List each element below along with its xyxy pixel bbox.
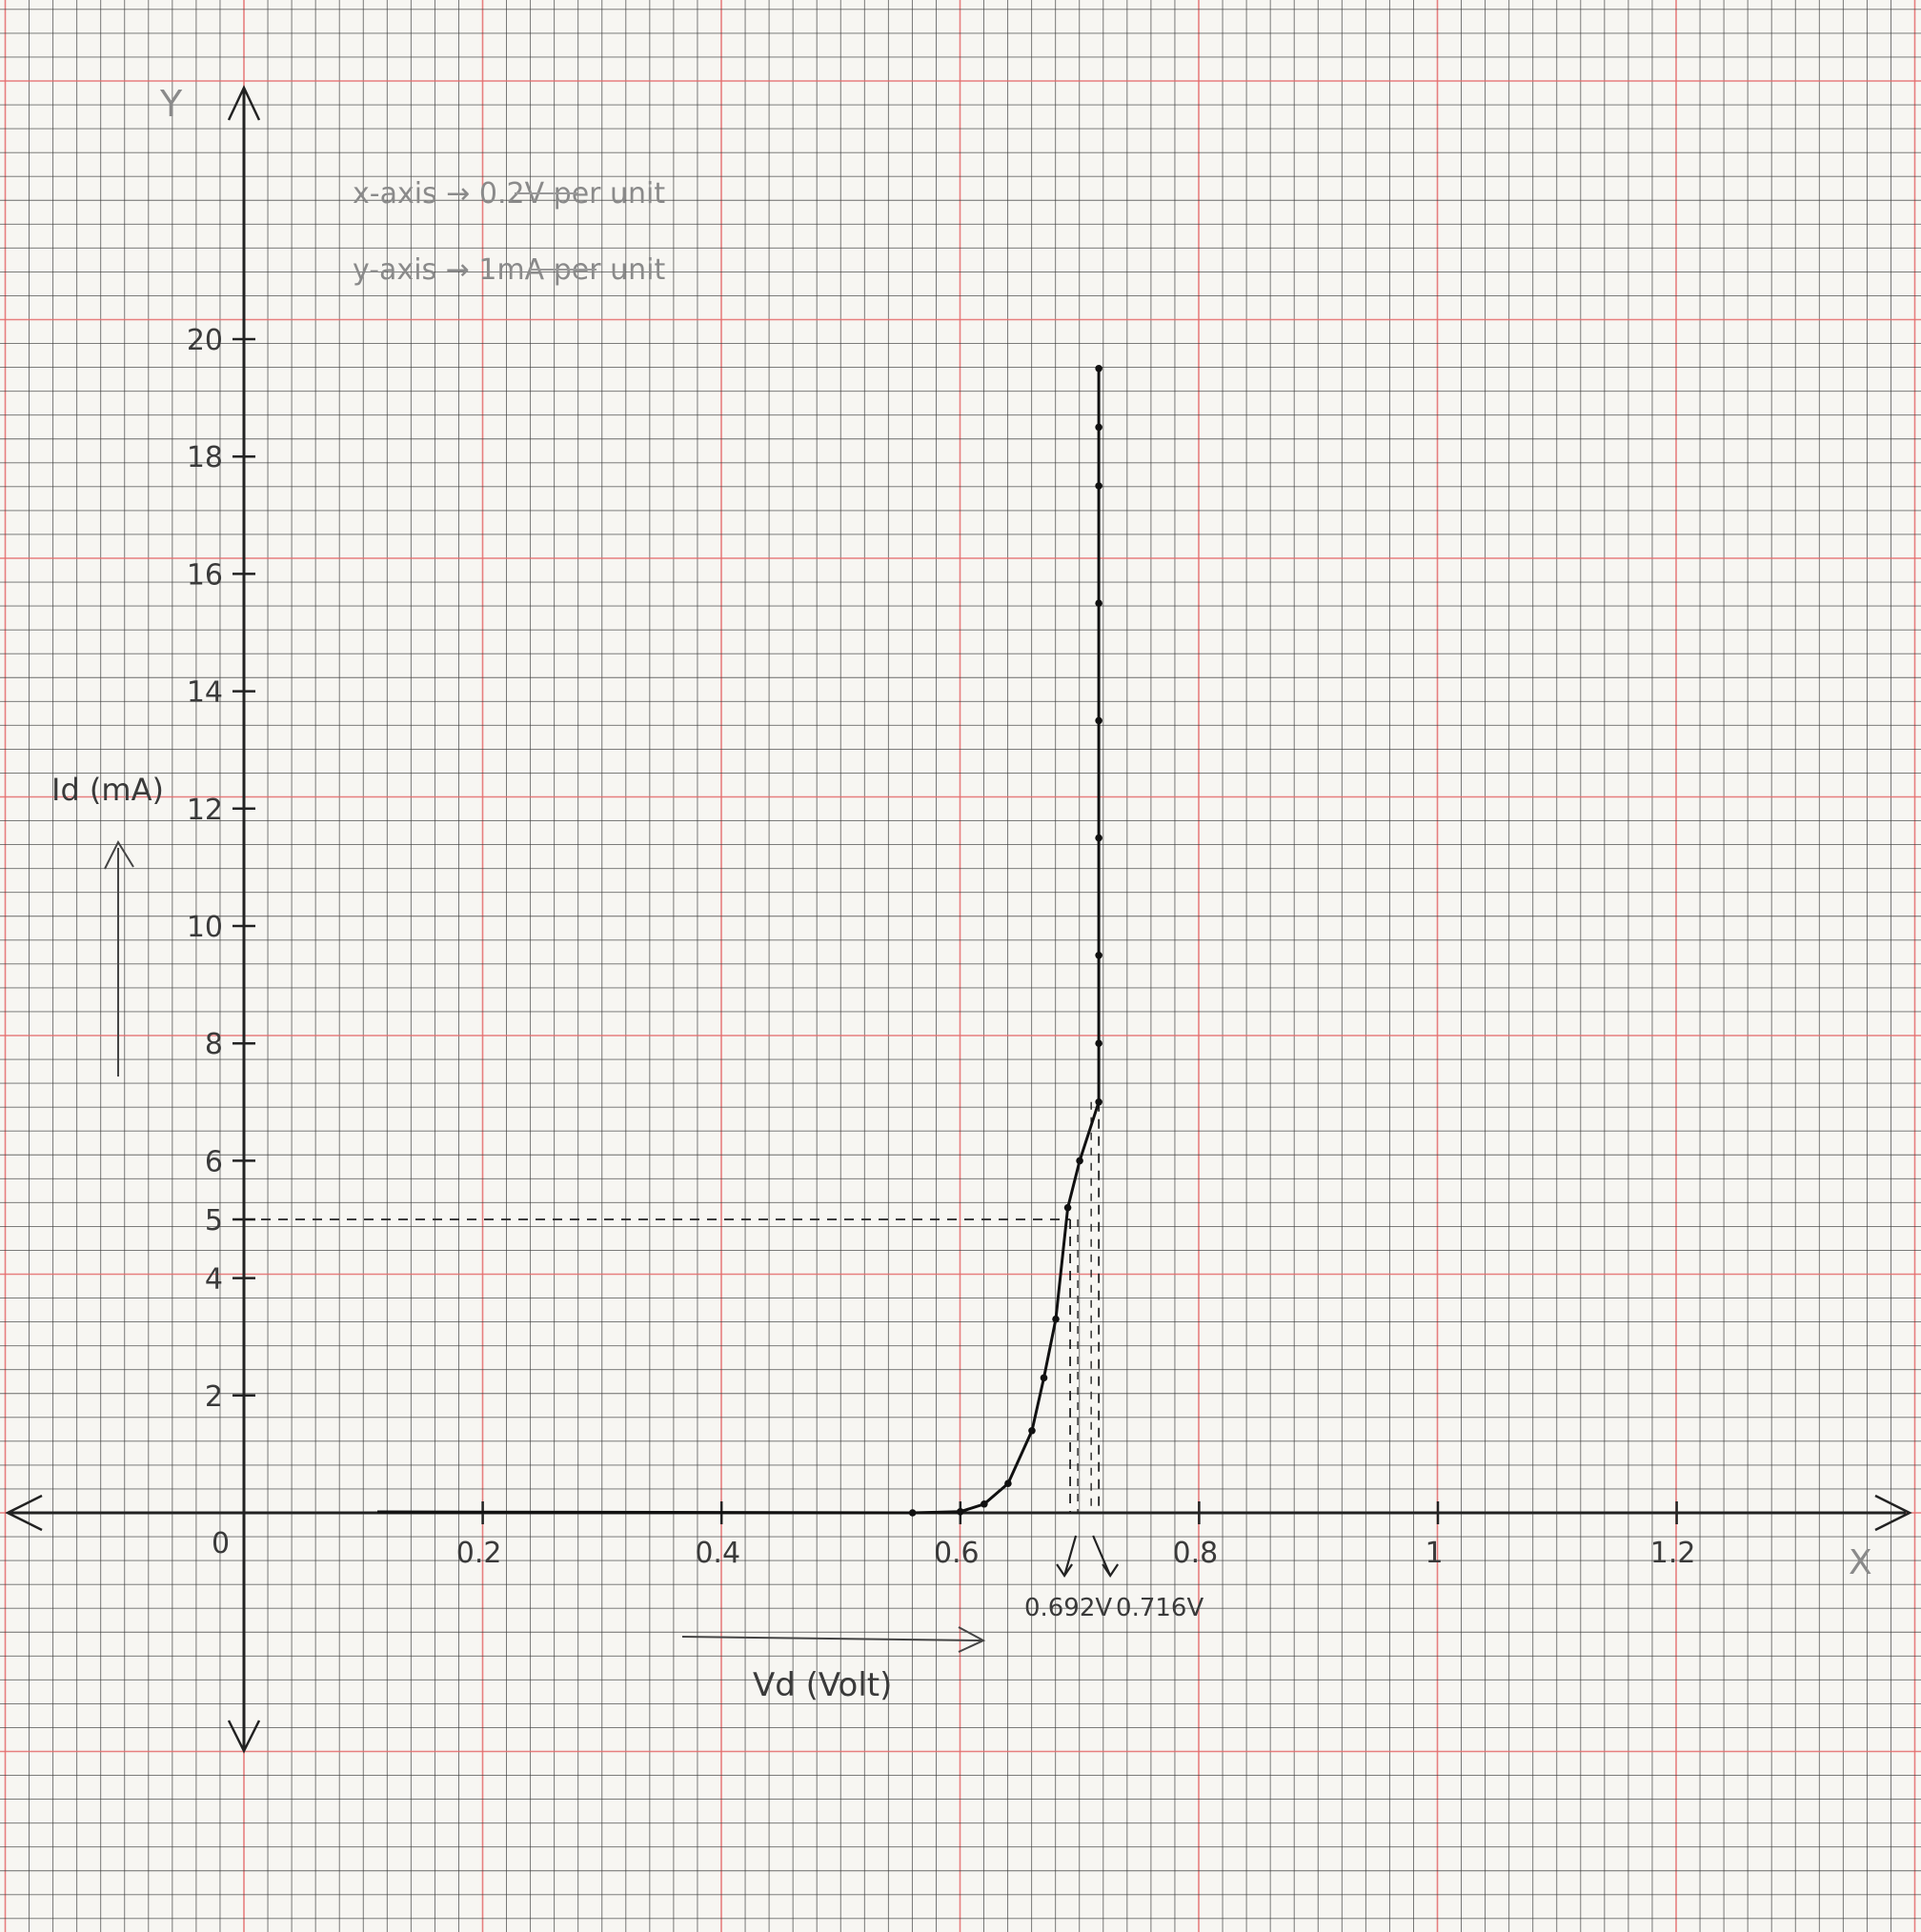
x-tick-label: 0.2 xyxy=(456,1537,502,1570)
y-tick-label: 12 xyxy=(187,794,223,827)
x-tick-label: 1.2 xyxy=(1650,1537,1696,1570)
data-point xyxy=(1095,1039,1102,1047)
series-group xyxy=(376,365,1102,1517)
xlabel-arrow-shaft xyxy=(681,1636,982,1641)
y-tick-label: 16 xyxy=(187,558,223,592)
data-point xyxy=(1095,599,1102,607)
y-tick-label: 2 xyxy=(205,1380,223,1414)
dashed-guides xyxy=(244,1101,1101,1513)
y-tick-label: 4 xyxy=(205,1263,223,1297)
annotation-arrowhead xyxy=(1056,1563,1073,1578)
x-axis-letter: X xyxy=(1849,1543,1872,1582)
data-point xyxy=(1076,1157,1083,1165)
y-axis-arrowhead-down xyxy=(227,1720,261,1754)
data-point xyxy=(1095,1098,1102,1106)
y-tick-label: 10 xyxy=(187,911,223,944)
data-point xyxy=(1040,1374,1048,1382)
x-tick-label: 1 xyxy=(1425,1537,1443,1570)
data-point xyxy=(1095,952,1102,959)
x-tick-label: 0.4 xyxy=(695,1537,740,1570)
data-point xyxy=(1095,365,1102,372)
y-tick-label: 18 xyxy=(187,441,223,474)
xlabel-arrowhead xyxy=(958,1626,986,1653)
data-point xyxy=(1095,423,1102,432)
y-tick-label: 20 xyxy=(187,324,223,357)
x-tick-label: 0.6 xyxy=(934,1537,980,1570)
data-point xyxy=(1063,1203,1072,1212)
data-point xyxy=(1028,1426,1036,1435)
y-tick-label: 14 xyxy=(187,676,223,710)
ylabel-arrowhead xyxy=(104,839,134,870)
data-point xyxy=(1052,1315,1060,1323)
scale-notes: x-axis → 0.2V per unit y-axis → 1mA per … xyxy=(353,177,665,287)
origin-label: 0 xyxy=(212,1527,230,1560)
x-axis-label: Vd (Volt) xyxy=(753,1666,892,1704)
y-tick-label: 6 xyxy=(205,1145,223,1178)
annotation-label: 0.692V xyxy=(1024,1594,1112,1622)
data-point xyxy=(981,1499,988,1508)
data-point xyxy=(1095,482,1102,490)
annotation-arrowhead xyxy=(1102,1563,1120,1578)
series-line xyxy=(376,368,1101,1515)
x-tick-labels: 0.2 0.4 0.6 0.8 1 1.2 xyxy=(456,1537,1696,1570)
annotation-arrow-shaft xyxy=(1063,1535,1078,1577)
data-point xyxy=(1095,834,1102,842)
y-axis-letter: Y xyxy=(159,83,183,125)
annotations: 0.692V 0.716V xyxy=(1024,1535,1203,1622)
data-point xyxy=(908,1509,917,1517)
data-point xyxy=(1095,716,1102,725)
annotation-arrow-shaft xyxy=(1092,1535,1112,1577)
x-axis-arrowhead-right xyxy=(1874,1494,1912,1532)
y-tick-labels: 2 4 5 6 8 10 12 14 16 18 20 xyxy=(187,324,223,1414)
y-tick-label: 5 xyxy=(205,1204,223,1238)
y-axis-label: Id (mA) xyxy=(51,772,164,808)
y-axis-arrowhead-up xyxy=(227,85,261,121)
x-axis-arrowhead-left xyxy=(5,1494,43,1532)
axes xyxy=(5,85,1912,1754)
annotation-label: 0.716V xyxy=(1116,1594,1203,1622)
scale-note-y: y-axis → 1mA per unit xyxy=(353,253,665,287)
label-arrows xyxy=(104,192,986,1653)
y-tick-label: 8 xyxy=(205,1028,223,1061)
x-tick-label: 0.8 xyxy=(1173,1537,1219,1570)
data-point xyxy=(957,1507,964,1516)
scale-note-x: x-axis → 0.2V per unit xyxy=(353,177,665,211)
data-point xyxy=(1004,1479,1012,1487)
